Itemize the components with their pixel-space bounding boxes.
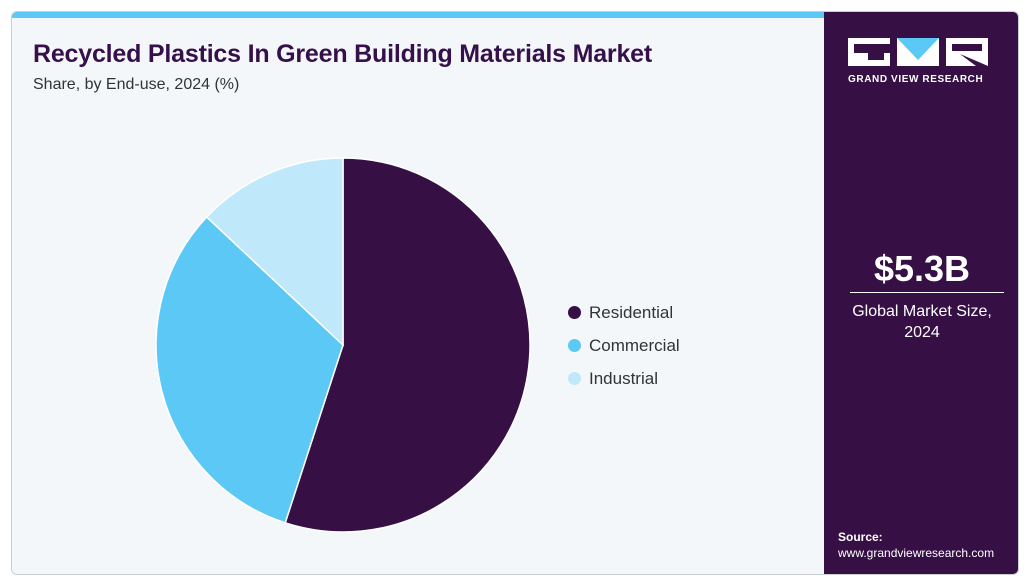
divider	[850, 292, 1004, 293]
brand-name: GRAND VIEW RESEARCH	[848, 74, 984, 85]
legend-label: Commercial	[589, 335, 680, 355]
market-size-value: $5.3B	[873, 248, 971, 289]
legend-swatch	[568, 306, 581, 319]
legend-swatch	[568, 372, 581, 385]
legend-label: Industrial	[589, 368, 658, 388]
chart-panel: Recycled Plastics In Green Building Mate…	[12, 18, 824, 574]
brand-logo: GRAND VIEW RESEARCH	[848, 38, 996, 85]
chart-legend: Residential Commercial Industrial	[568, 296, 680, 395]
legend-item-commercial: Commercial	[568, 329, 680, 362]
grand-view-research-logo-icon	[848, 38, 988, 66]
pie-slice-industrial	[205, 157, 344, 347]
chart-title: Recycled Plastics In Green Building Mate…	[33, 40, 652, 68]
chart-subtitle: Share, by End-use, 2024 (%)	[33, 76, 240, 93]
legend-item-industrial: Industrial	[568, 362, 680, 395]
pie-slice-residential	[284, 157, 531, 533]
pie-slice-commercial	[155, 215, 344, 524]
pie-chart	[155, 157, 531, 533]
info-sidebar: GRAND VIEW RESEARCH $5.3B Global Market …	[824, 12, 1018, 574]
market-size-label: Global Market Size, 2024	[852, 303, 992, 341]
legend-swatch	[568, 339, 581, 352]
legend-label: Residential	[589, 302, 674, 322]
legend-item-residential: Residential	[568, 296, 680, 329]
source-label: Source:	[838, 530, 883, 544]
source-link[interactable]: www.grandviewresearch.com	[838, 546, 995, 560]
accent-strip	[12, 12, 824, 18]
chart-card: Recycled Plastics In Green Building Mate…	[11, 11, 1019, 575]
